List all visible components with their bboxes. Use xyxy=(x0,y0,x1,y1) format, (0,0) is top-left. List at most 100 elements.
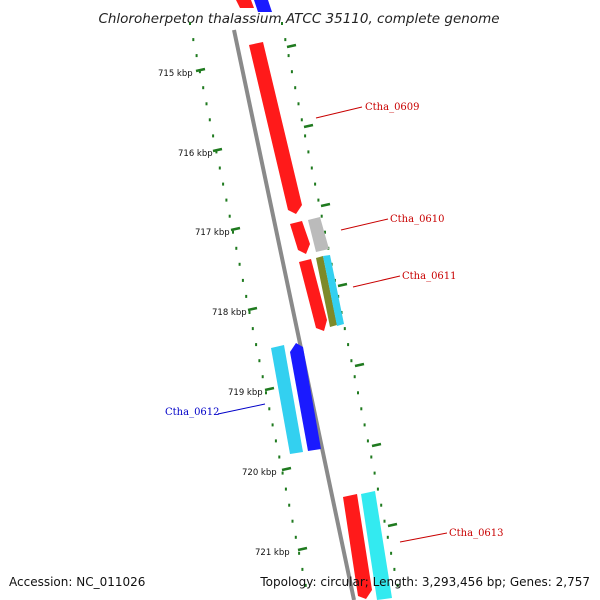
ruler-dot xyxy=(393,567,396,571)
map-title: Chloroherpeton thalassium ATCC 35110, co… xyxy=(98,11,499,27)
ruler-dot xyxy=(261,375,264,379)
ruler-dot xyxy=(195,54,198,58)
ruler-dot xyxy=(232,230,234,234)
scale-tick xyxy=(387,522,398,528)
ruler-dot xyxy=(376,487,379,491)
scale-tick xyxy=(337,282,348,288)
ruler-dot xyxy=(235,246,238,250)
ruler-dot xyxy=(353,375,356,379)
ruler-dot xyxy=(245,294,248,298)
ruler-dot xyxy=(373,471,376,475)
leader-line xyxy=(352,275,401,288)
leader-line xyxy=(315,106,363,119)
ruler-dot xyxy=(189,22,191,25)
ruler-dot xyxy=(208,118,211,122)
ruler-dot xyxy=(324,230,326,234)
ruler-dot xyxy=(383,519,386,523)
ruler-dot xyxy=(218,166,221,170)
gene-feature[interactable] xyxy=(308,217,329,252)
gene-feature[interactable] xyxy=(236,0,254,8)
gene-feature[interactable] xyxy=(299,259,327,331)
scale-tick xyxy=(320,202,331,208)
ruler-dot xyxy=(198,70,201,74)
ruler-dot xyxy=(287,54,290,58)
gene-feature[interactable] xyxy=(323,255,344,326)
ruler-dot xyxy=(248,311,251,314)
scale-tick xyxy=(371,442,382,448)
gene-feature[interactable] xyxy=(290,343,321,451)
ruler-dot xyxy=(290,70,293,74)
gene-feature[interactable] xyxy=(316,256,337,327)
ruler-dot xyxy=(274,439,277,443)
ruler-dot xyxy=(317,198,320,202)
ruler-dot xyxy=(301,567,304,571)
ruler-dot xyxy=(370,455,373,459)
accession-text: Accession: NC_011026 xyxy=(9,575,145,589)
ruler-dot xyxy=(390,551,393,555)
gene-feature[interactable] xyxy=(271,345,303,454)
ruler-dot xyxy=(386,535,389,539)
ruler-dot xyxy=(380,503,383,507)
scale-tick xyxy=(281,466,292,472)
ruler-dot xyxy=(228,214,231,218)
ruler-dot xyxy=(238,262,241,266)
ruler-dot xyxy=(278,455,281,459)
gene-feature[interactable] xyxy=(254,0,272,12)
gene-label-leaders xyxy=(217,106,448,543)
gene-feature[interactable] xyxy=(343,494,372,599)
scale-tick-label: 721 kbp xyxy=(255,548,290,558)
ruler-dot xyxy=(255,343,258,347)
genome-summary-text: Topology: circular; Length: 3,293,456 bp… xyxy=(259,575,590,589)
gene-label[interactable]: Ctha_0612 xyxy=(165,407,220,418)
gene-label[interactable]: Ctha_0609 xyxy=(365,102,420,113)
ruler-dot xyxy=(241,278,244,282)
scale-tick-label: 720 kbp xyxy=(242,468,277,478)
ruler-dot xyxy=(297,102,300,106)
scale-tick-label: 718 kbp xyxy=(212,308,247,318)
gene-label[interactable]: Ctha_0610 xyxy=(390,214,445,225)
ruler-dot xyxy=(366,439,369,443)
ruler-dot xyxy=(268,407,271,411)
gene-label[interactable]: Ctha_0611 xyxy=(402,271,457,282)
leader-line xyxy=(399,532,448,543)
ruler-dot xyxy=(294,86,297,90)
ruler-dot xyxy=(396,583,399,587)
gene-features xyxy=(236,0,392,600)
scale-tick-label: 715 kbp xyxy=(158,69,193,79)
scale-tick xyxy=(354,362,365,368)
ruler-dot xyxy=(265,391,267,395)
ruler-dot xyxy=(271,423,274,427)
ruler-dot xyxy=(192,38,195,42)
scale-tick xyxy=(303,123,314,129)
scale-tick xyxy=(195,67,206,73)
gene-feature[interactable] xyxy=(249,42,302,214)
ruler-dot xyxy=(222,182,225,186)
ruler-dot xyxy=(360,407,363,411)
ruler-dot xyxy=(357,391,359,395)
ruler-dot xyxy=(291,519,294,523)
ruler-dot xyxy=(350,359,353,363)
scale-tick xyxy=(230,226,241,232)
gene-label[interactable]: Ctha_0613 xyxy=(449,528,504,539)
ruler-dot xyxy=(304,134,307,138)
ruler-dot xyxy=(347,343,350,347)
ruler-dot xyxy=(251,327,254,331)
ruler-dot xyxy=(225,198,228,202)
ruler-dot xyxy=(202,86,205,90)
ruler-dot xyxy=(307,150,310,154)
ruler-dot xyxy=(284,38,287,42)
gene-feature[interactable] xyxy=(361,491,392,600)
ruler-dot xyxy=(281,471,284,475)
ruler-dot xyxy=(212,134,215,138)
leader-line xyxy=(217,403,266,415)
scale-tick xyxy=(286,43,297,49)
scale-tick-label: 716 kbp xyxy=(178,149,213,159)
ruler-dot xyxy=(304,583,307,587)
scale-tick-label: 717 kbp xyxy=(195,228,230,238)
ruler-dot xyxy=(363,423,366,427)
scale-tick xyxy=(247,306,258,312)
ruler-dot xyxy=(258,359,261,363)
gene-feature[interactable] xyxy=(290,221,310,254)
ruler-dot xyxy=(284,487,287,491)
